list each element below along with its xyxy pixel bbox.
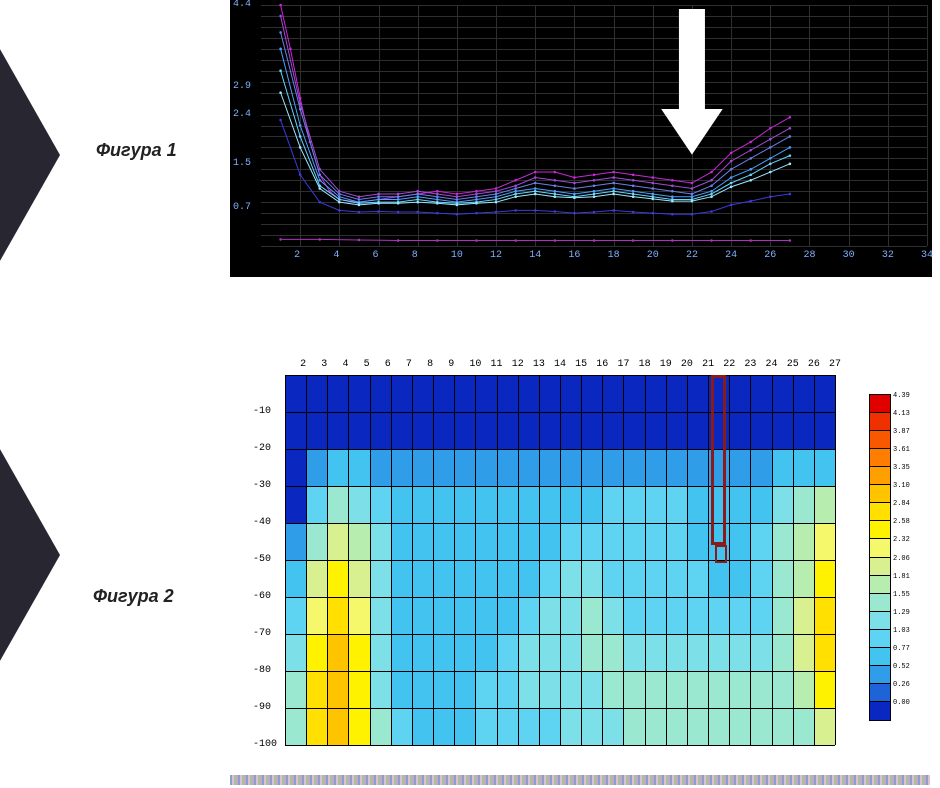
chart1-line-plot: 2468101214161820222426283032340.71.52.42… [230,0,932,277]
chart2-heatmap: 2345678910111213141516171819202122232425… [285,375,835,745]
decorative-noise-strip [230,775,930,785]
chart2-legend: 4.394.133.873.613.353.102.842.582.322.06… [870,395,890,720]
figure2-label: Фигура 2 [93,586,174,607]
pointer-fig2 [0,420,60,690]
pointer-fig1 [0,20,60,290]
figure1-label: Фигура 1 [96,140,177,161]
